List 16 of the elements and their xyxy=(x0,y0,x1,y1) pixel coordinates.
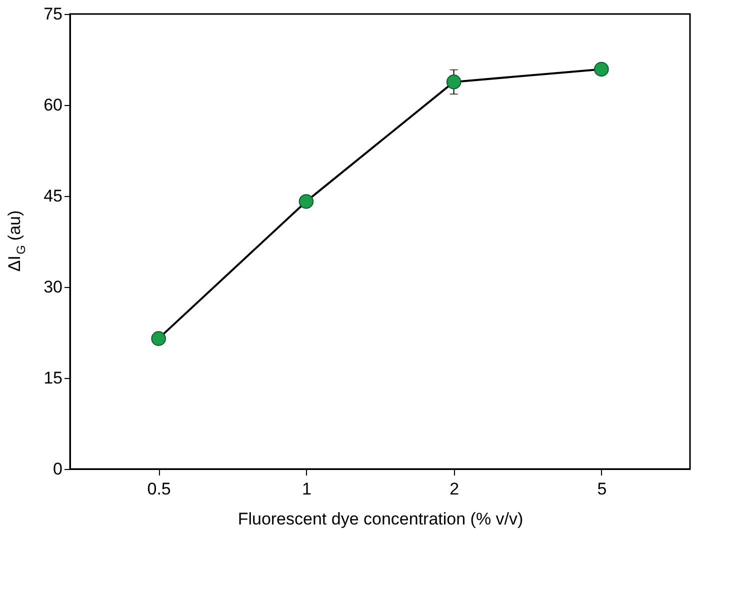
x-tick-label: 2 xyxy=(450,480,460,498)
point xyxy=(446,74,462,90)
x-tick-label: 1 xyxy=(302,480,312,498)
x-tick-label: 0.5 xyxy=(147,480,171,498)
point xyxy=(594,62,609,77)
x-axis-title: Fluorescent dye concentration (% v/v) xyxy=(238,510,524,528)
y-axis-title: ΔIG (au) xyxy=(5,210,28,272)
y-tick-label: 60 xyxy=(44,96,62,114)
y-tick-label: 45 xyxy=(44,186,62,206)
y-tick-label: 0 xyxy=(53,460,62,478)
point xyxy=(298,194,314,209)
point xyxy=(151,331,166,346)
x-tick-label: 5 xyxy=(597,480,607,498)
y-tick-label: 30 xyxy=(44,278,62,296)
y-tick-label: 75 xyxy=(44,4,62,24)
y-tick-label: 15 xyxy=(44,368,62,388)
